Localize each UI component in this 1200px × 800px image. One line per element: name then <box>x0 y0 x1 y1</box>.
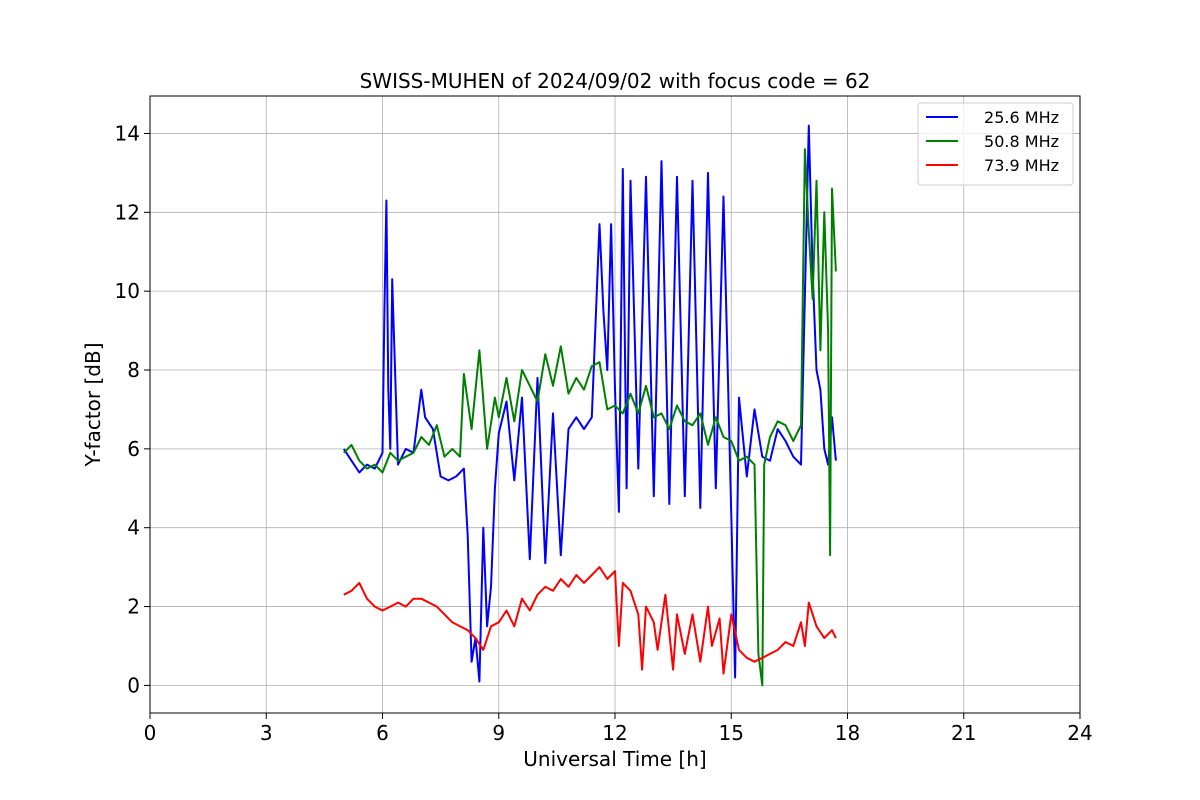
x-tick-label: 21 <box>951 721 976 745</box>
series-layer <box>342 124 837 687</box>
legend-label: 73.9 MHz <box>984 156 1059 175</box>
y-tick-label: 14 <box>115 121 140 145</box>
x-axis-title: Universal Time [h] <box>523 747 706 771</box>
x-tick-label: 18 <box>835 721 860 745</box>
y-tick-label: 0 <box>127 673 140 697</box>
y-axis-title: Y-factor [dB] <box>81 342 105 467</box>
y-tick-label: 4 <box>127 516 140 540</box>
x-tick-label: 0 <box>144 721 157 745</box>
y-tick-label: 10 <box>115 279 140 303</box>
x-tick-label: 12 <box>602 721 627 745</box>
series-line-1 <box>342 124 837 683</box>
legend-label: 25.6 MHz <box>984 108 1059 127</box>
legend: 25.6 MHz 50.8 MHz 73.9 MHz <box>917 102 1074 186</box>
chart-title: SWISS-MUHEN of 2024/09/02 with focus cod… <box>360 69 871 93</box>
x-tick-label: 15 <box>719 721 744 745</box>
x-tick-label: 6 <box>376 721 389 745</box>
y-tick-label: 12 <box>115 200 140 224</box>
y-tick-label: 8 <box>127 358 140 382</box>
y-tick-label: 6 <box>127 437 140 461</box>
x-tick-label: 3 <box>260 721 273 745</box>
legend-label: 50.8 MHz <box>984 132 1059 151</box>
x-tick-label: 24 <box>1067 721 1092 745</box>
series-line-2 <box>343 148 837 687</box>
x-ticks: 0 3 6 9 12 15 18 21 24 <box>144 713 1093 745</box>
y-tick-label: 2 <box>127 595 140 619</box>
y-ticks: 0 2 4 6 8 10 12 14 <box>115 121 150 697</box>
x-tick-label: 9 <box>492 721 505 745</box>
series-line-3 <box>343 566 837 675</box>
